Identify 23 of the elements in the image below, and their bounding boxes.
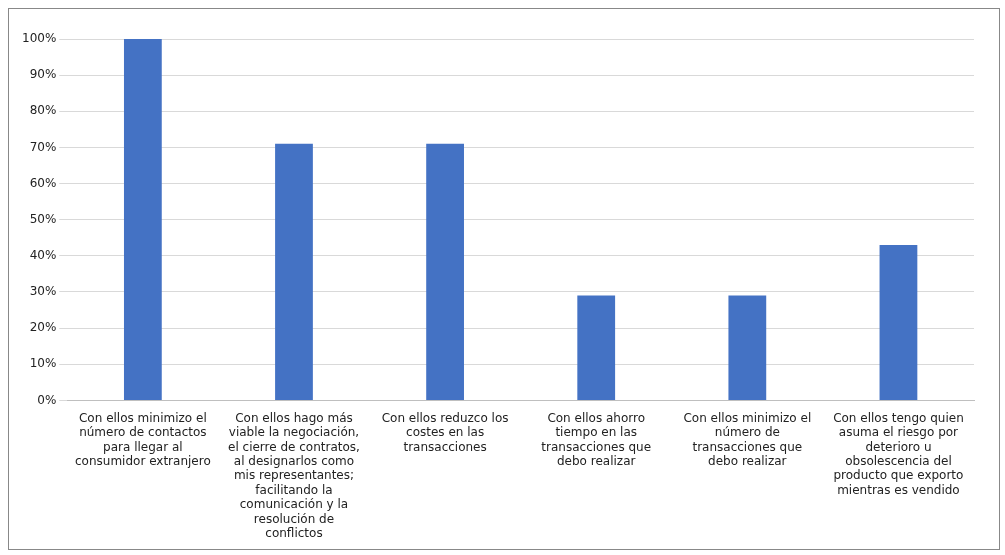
- bar: [577, 295, 616, 400]
- bar: [123, 39, 162, 400]
- y-tick-label: 100%: [21, 31, 57, 46]
- y-tick-label: 10%: [29, 356, 57, 371]
- y-tick-label: 80%: [29, 103, 57, 118]
- x-tick-label: Con ellos ahorro tiempo en las transacciones que debo realizar: [541, 410, 652, 468]
- y-tick-label: 60%: [29, 175, 57, 190]
- y-tick-label: 70%: [29, 139, 57, 154]
- x-tick-label: Con ellos reduzco los costes en las transacciones: [381, 410, 509, 454]
- x-tick-label: Con ellos tengo quien asuma el riesgo por deterioro u obsolescencia del producto que exporto mientras es vendido: [833, 410, 964, 497]
- y-tick-label: 50%: [29, 211, 57, 226]
- bar: [728, 295, 767, 400]
- x-tick-label: Con ellos minimizo el número de transacciones que debo realizar: [683, 410, 812, 468]
- bar: [426, 143, 464, 400]
- y-tick-label: 20%: [29, 320, 57, 335]
- bar: [275, 143, 313, 400]
- y-tick-label: 0%: [37, 392, 57, 407]
- y-tick-label: 40%: [29, 247, 57, 262]
- bar: [879, 245, 918, 400]
- category-label: Con ellos hago más viable la negociación, el cierre de contratos, al designarlos como mis representantes; facilitando la comunicación y la resolución de conflictos: [228, 410, 360, 540]
- y-tick-label: 30%: [29, 284, 57, 299]
- y-tick-label: 90%: [29, 67, 57, 82]
- x-tick-label: Con ellos minimizo el número de contactos para llegar al consumidor extranjero: [75, 410, 211, 468]
